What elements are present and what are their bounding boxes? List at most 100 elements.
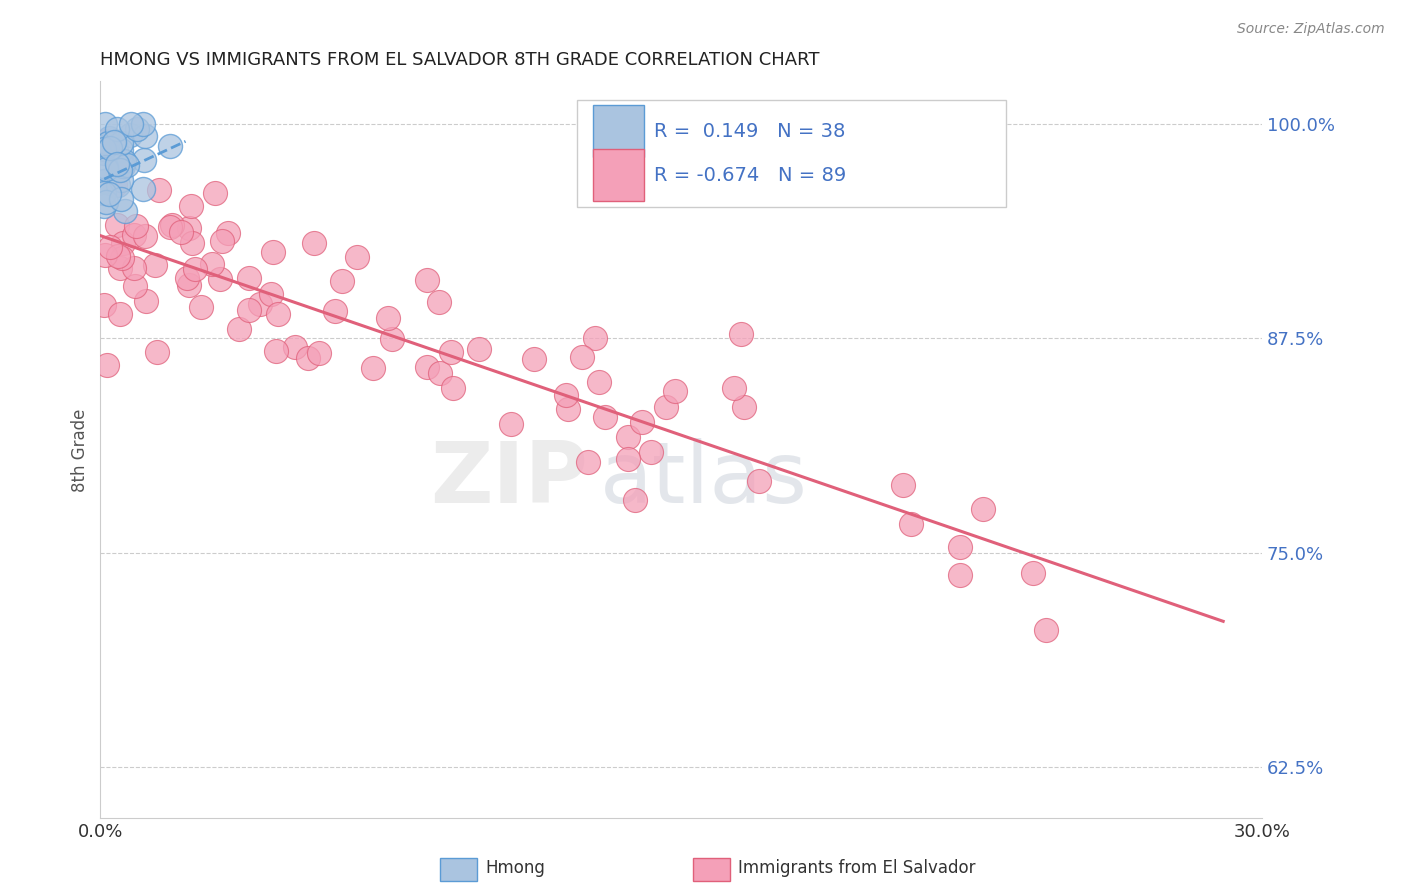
Point [107, 178, 129, 192]
Text: Immigrants from El Salvador: Immigrants from El Salvador [738, 859, 976, 877]
Point [267, 307, 290, 321]
Point [617, 430, 640, 444]
Point [181, 235, 204, 250]
Point [440, 345, 463, 359]
Point [105, 157, 128, 171]
Point [730, 326, 752, 341]
Point [891, 477, 914, 491]
Point [93, 142, 115, 156]
Point [124, 219, 146, 233]
Point [262, 244, 284, 259]
Text: Hmong: Hmong [485, 859, 546, 877]
Point [330, 274, 353, 288]
Point [363, 360, 385, 375]
Point [93, 138, 115, 153]
Point [441, 381, 464, 395]
FancyBboxPatch shape [576, 100, 1007, 207]
Point [96, 160, 118, 174]
Point [97, 136, 120, 150]
Point [114, 153, 136, 168]
Text: atlas: atlas [600, 438, 808, 521]
Point [630, 415, 652, 429]
Point [124, 278, 146, 293]
Point [1035, 623, 1057, 637]
Point [576, 455, 599, 469]
Point [522, 351, 544, 366]
Point [238, 303, 260, 318]
Point [105, 162, 128, 177]
Point [107, 249, 129, 263]
Point [135, 293, 157, 308]
Point [655, 400, 678, 414]
Point [98, 186, 121, 201]
Point [555, 388, 578, 402]
Point [211, 234, 233, 248]
Point [110, 161, 132, 176]
Point [169, 225, 191, 239]
Point [190, 300, 212, 314]
Point [110, 143, 132, 157]
Point [184, 262, 207, 277]
Point [624, 492, 647, 507]
Point [159, 139, 181, 153]
Point [93, 146, 115, 161]
FancyBboxPatch shape [593, 149, 644, 202]
Point [115, 158, 138, 172]
Text: HMONG VS IMMIGRANTS FROM EL SALVADOR 8TH GRADE CORRELATION CHART: HMONG VS IMMIGRANTS FROM EL SALVADOR 8TH… [100, 51, 820, 69]
Point [118, 128, 141, 143]
Point [131, 182, 153, 196]
Text: R = -0.674   N = 89: R = -0.674 N = 89 [654, 166, 846, 185]
Point [429, 366, 451, 380]
Point [94, 134, 117, 148]
Point [93, 174, 115, 188]
Point [177, 220, 200, 235]
Point [93, 186, 115, 200]
Point [346, 250, 368, 264]
FancyBboxPatch shape [593, 105, 644, 158]
Point [228, 321, 250, 335]
Point [122, 227, 145, 242]
Point [217, 226, 239, 240]
Point [143, 258, 166, 272]
Point [304, 235, 326, 250]
Point [93, 298, 115, 312]
Point [114, 203, 136, 218]
Point [98, 141, 121, 155]
Point [93, 199, 115, 213]
Text: Source: ZipAtlas.com: Source: ZipAtlas.com [1237, 22, 1385, 37]
Point [180, 198, 202, 212]
Point [122, 260, 145, 275]
Point [640, 445, 662, 459]
Point [593, 409, 616, 424]
Point [416, 273, 439, 287]
Text: ZIP: ZIP [430, 438, 588, 521]
Point [134, 153, 156, 167]
Point [148, 183, 170, 197]
Point [104, 178, 127, 192]
Point [94, 161, 117, 176]
Point [238, 271, 260, 285]
Point [208, 272, 231, 286]
Point [104, 143, 127, 157]
Point [501, 417, 523, 432]
Point [108, 162, 131, 177]
Point [120, 117, 142, 131]
Point [179, 278, 201, 293]
Point [111, 251, 134, 265]
Point [162, 218, 184, 232]
Point [571, 350, 593, 364]
Text: R =  0.149   N = 38: R = 0.149 N = 38 [654, 122, 846, 141]
Point [112, 235, 135, 250]
Point [733, 400, 755, 414]
Point [557, 401, 579, 416]
Point [159, 220, 181, 235]
Point [616, 452, 638, 467]
Point [98, 240, 121, 254]
Point [588, 375, 610, 389]
Point [972, 502, 994, 516]
Point [112, 159, 135, 173]
Point [134, 228, 156, 243]
Point [308, 346, 330, 360]
Point [415, 359, 437, 374]
Point [110, 136, 132, 150]
